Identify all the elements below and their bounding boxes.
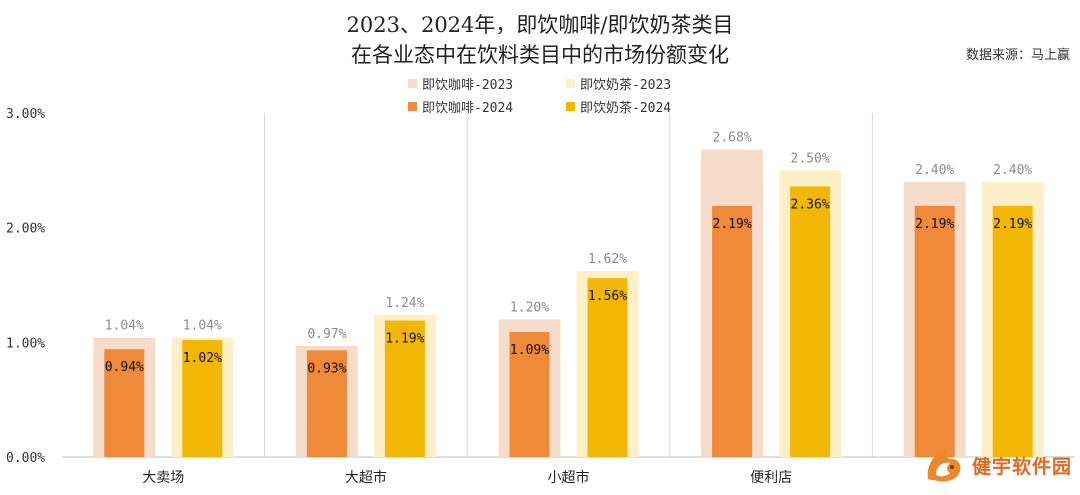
data-label-2023: 2.40% — [915, 163, 954, 178]
data-label-2024: 2.19% — [915, 217, 954, 232]
bar-milktea-2024 — [384, 320, 425, 457]
y-tick-label: 2.00% — [6, 222, 45, 237]
bar-milktea-2024 — [182, 340, 223, 457]
data-label-2024: 2.19% — [713, 217, 752, 232]
bar-coffee-2024 — [712, 205, 753, 457]
data-label-2024: 1.02% — [183, 351, 222, 366]
chart-title-line2: 在各业态中在饮料类目中的市场份额变化 — [351, 43, 729, 67]
legend-label: 即饮奶茶-2023 — [580, 78, 672, 93]
bar-milktea-2024 — [992, 205, 1033, 457]
bar-milktea-2024 — [587, 278, 628, 457]
legend-item-coffee-2023: 即饮咖啡-2023 — [408, 74, 513, 93]
bar-coffee-2024 — [306, 350, 347, 457]
legend-item-coffee-2024: 即饮咖啡-2024 — [408, 97, 513, 116]
data-label-2023: 2.40% — [993, 163, 1032, 178]
y-tick-label: 3.00% — [6, 107, 45, 122]
data-label-2023: 1.24% — [385, 296, 424, 311]
bar-coffee-2024 — [914, 205, 955, 457]
data-label-2023: 1.62% — [588, 252, 627, 267]
data-label-2024: 1.56% — [588, 289, 627, 304]
legend-label: 即饮咖啡-2023 — [422, 78, 514, 93]
legend-label: 即饮咖啡-2024 — [422, 101, 514, 116]
data-label-2024: 1.09% — [510, 343, 549, 358]
data-label-2023: 2.50% — [791, 151, 830, 166]
watermark-text: 健宇软件园 — [971, 455, 1072, 478]
data-label-2024: 1.19% — [385, 332, 424, 347]
x-tick-label: 大超市 — [345, 469, 387, 486]
legend-item-milktea-2024: 即饮奶茶-2024 — [566, 97, 671, 116]
watermark: 健宇软件园 — [922, 445, 1072, 485]
chart-title-line1: 2023、2024年，即饮咖啡/即饮奶茶类目 — [346, 13, 734, 37]
legend-swatch — [566, 79, 575, 88]
bar-milktea-2024 — [790, 186, 831, 458]
data-label-2023: 1.04% — [183, 319, 222, 334]
data-label-2023: 1.04% — [105, 319, 144, 334]
legend-swatch — [566, 102, 575, 111]
x-tick-label: 大卖场 — [142, 470, 184, 486]
x-tick-label: 小超市 — [548, 469, 590, 486]
bar-coffee-2024 — [509, 332, 550, 457]
legend-label: 即饮奶茶-2024 — [580, 101, 672, 116]
legend-swatch — [408, 79, 417, 88]
x-tick-label: 便利店 — [750, 470, 792, 486]
data-label-2023: 1.20% — [510, 300, 549, 315]
data-label-2024: 2.36% — [791, 197, 830, 212]
y-tick-label: 1.00% — [6, 336, 45, 351]
data-label-2023: 2.68% — [713, 131, 752, 146]
legend-item-milktea-2023: 即饮奶茶-2023 — [566, 74, 671, 93]
y-tick-label: 0.00% — [6, 451, 45, 466]
source-note: 数据来源：马上赢 — [965, 48, 1070, 63]
data-label-2023: 0.97% — [307, 327, 346, 342]
legend-swatch — [408, 102, 417, 111]
data-label-2024: 0.94% — [105, 360, 144, 375]
data-label-2024: 0.93% — [307, 361, 346, 376]
bar-coffee-2024 — [104, 349, 145, 457]
data-label-2024: 2.19% — [993, 217, 1032, 232]
fox-logo-icon — [927, 449, 961, 482]
